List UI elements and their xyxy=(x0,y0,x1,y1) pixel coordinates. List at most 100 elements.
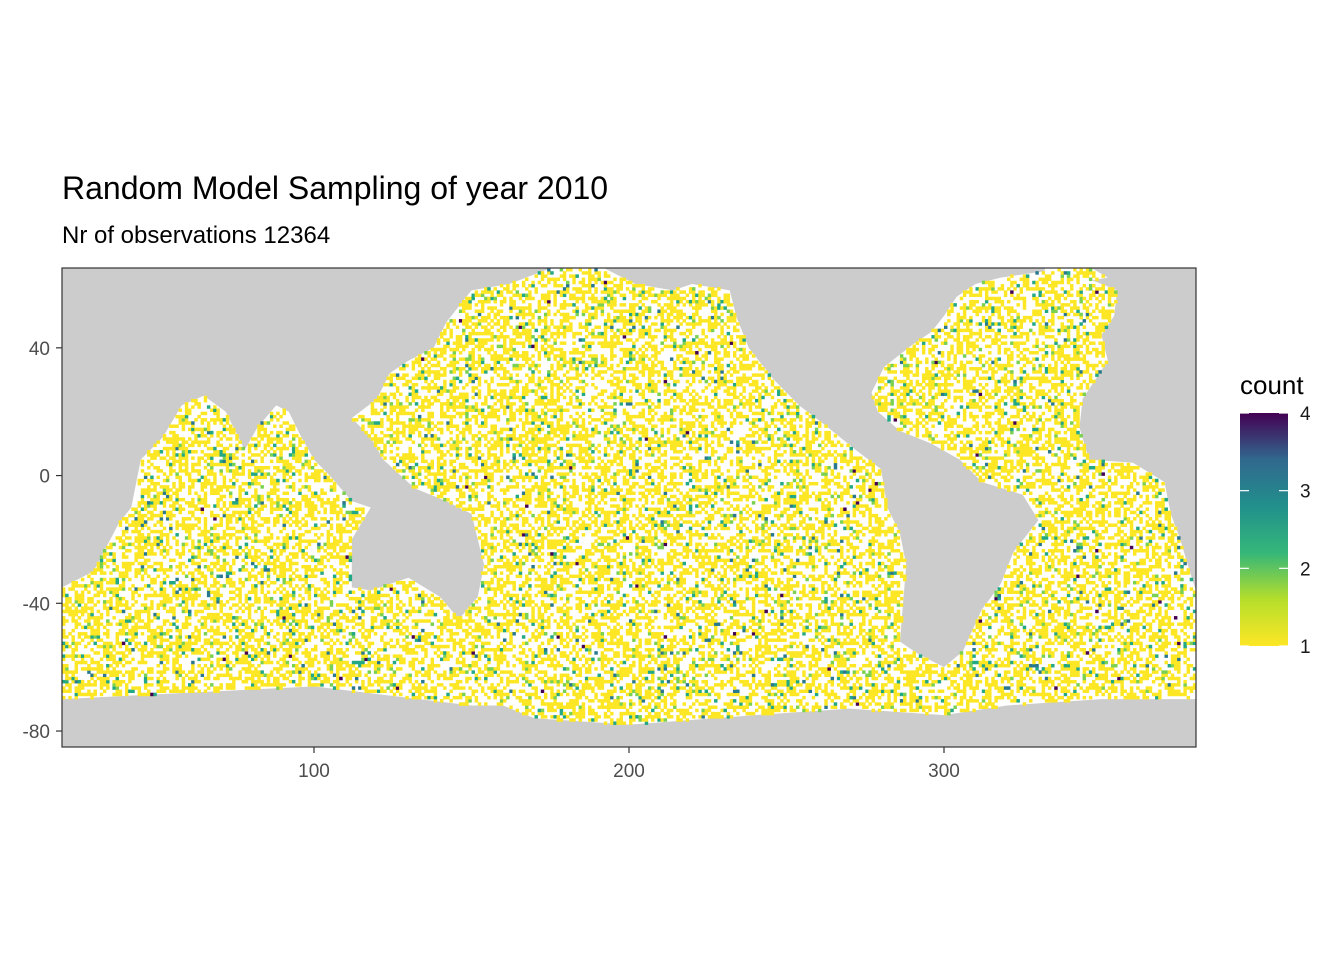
obs-cell xyxy=(298,539,302,543)
obs-cell xyxy=(487,622,491,626)
obs-cell xyxy=(213,552,217,556)
obs-cell xyxy=(276,542,280,547)
obs-cell xyxy=(121,564,126,569)
obs-cell xyxy=(480,625,485,630)
obs-cell xyxy=(257,497,261,502)
obs-cell xyxy=(128,612,132,617)
obs-cell xyxy=(257,469,261,473)
obs-cell xyxy=(345,625,349,630)
obs-cell xyxy=(474,325,479,329)
obs-cell xyxy=(238,580,242,585)
obs-cell xyxy=(465,418,469,422)
obs-cell xyxy=(332,657,337,662)
obs-cell xyxy=(386,414,390,419)
obs-cell xyxy=(377,683,381,687)
obs-cell xyxy=(184,542,189,547)
obs-cell xyxy=(424,635,428,639)
obs-cell xyxy=(285,462,290,467)
obs-cell xyxy=(269,507,274,511)
obs-cell xyxy=(440,351,444,355)
obs-cell xyxy=(96,651,101,655)
obs-cell xyxy=(310,632,315,636)
obs-cell xyxy=(285,625,290,630)
obs-cell xyxy=(291,529,296,534)
obs-cell xyxy=(304,523,308,527)
obs-cell xyxy=(109,587,113,591)
obs-cell xyxy=(210,488,214,492)
obs-cell xyxy=(87,679,91,684)
obs-cell xyxy=(118,545,123,550)
obs-cell xyxy=(169,641,173,646)
obs-cell xyxy=(414,670,419,674)
obs-cell xyxy=(172,670,176,674)
obs-cell xyxy=(332,584,337,588)
obs-cell xyxy=(238,577,242,582)
obs-cell xyxy=(131,590,135,595)
obs-cell xyxy=(329,651,334,655)
obs-cell xyxy=(326,590,331,595)
obs-cell xyxy=(266,673,271,678)
obs-cell xyxy=(118,628,123,633)
obs-cell xyxy=(345,654,349,658)
obs-cell xyxy=(304,606,308,610)
obs-cell xyxy=(474,309,479,313)
obs-cell xyxy=(389,373,394,377)
obs-cell xyxy=(156,497,160,502)
obs-cell xyxy=(484,459,488,464)
obs-cell xyxy=(150,628,154,633)
obs-cell xyxy=(87,606,91,610)
obs-cell xyxy=(291,488,296,492)
obs-cell xyxy=(115,596,119,601)
obs-cell xyxy=(191,676,195,681)
obs-cell xyxy=(377,612,381,617)
obs-cell xyxy=(421,437,425,441)
obs-cell xyxy=(345,520,349,524)
obs-cell xyxy=(468,625,472,630)
obs-cell xyxy=(354,673,359,678)
obs-cell xyxy=(254,510,258,515)
obs-cell xyxy=(361,600,365,604)
obs-cell xyxy=(430,434,434,438)
obs-cell xyxy=(90,612,94,617)
obs-cell xyxy=(191,504,195,508)
obs-cell xyxy=(348,497,353,502)
obs-cell xyxy=(115,577,119,582)
obs-cell xyxy=(336,513,340,518)
obs-cell xyxy=(389,600,394,604)
obs-cell xyxy=(222,542,227,547)
obs-cell xyxy=(361,612,365,617)
obs-cell xyxy=(405,411,409,416)
obs-cell xyxy=(474,494,479,499)
obs-cell xyxy=(329,660,334,665)
obs-cell xyxy=(216,600,220,604)
obs-cell xyxy=(449,319,453,323)
obs-cell xyxy=(137,641,142,646)
obs-cell xyxy=(260,459,264,464)
obs-cell xyxy=(165,446,170,451)
obs-cell xyxy=(386,382,390,387)
obs-cell xyxy=(90,660,94,665)
obs-cell xyxy=(184,609,189,614)
obs-cell xyxy=(244,654,249,658)
obs-cell xyxy=(266,577,271,582)
obs-cell xyxy=(282,596,286,601)
obs-cell xyxy=(484,363,488,368)
obs-cell xyxy=(238,465,242,470)
obs-cell xyxy=(251,657,255,662)
obs-cell xyxy=(222,549,227,553)
obs-cell xyxy=(137,609,142,614)
obs-cell xyxy=(446,692,450,697)
obs-cell xyxy=(87,683,91,687)
obs-cell xyxy=(480,689,485,694)
obs-cell xyxy=(106,606,110,610)
obs-cell xyxy=(276,488,280,492)
obs-cell xyxy=(288,622,293,626)
obs-cell xyxy=(339,587,343,591)
obs-cell xyxy=(402,603,406,607)
obs-cell xyxy=(474,331,479,336)
obs-cell xyxy=(408,584,412,588)
obs-cell xyxy=(323,676,327,681)
obs-cell xyxy=(65,606,69,610)
obs-cell xyxy=(225,542,230,547)
obs-cell xyxy=(112,577,116,582)
